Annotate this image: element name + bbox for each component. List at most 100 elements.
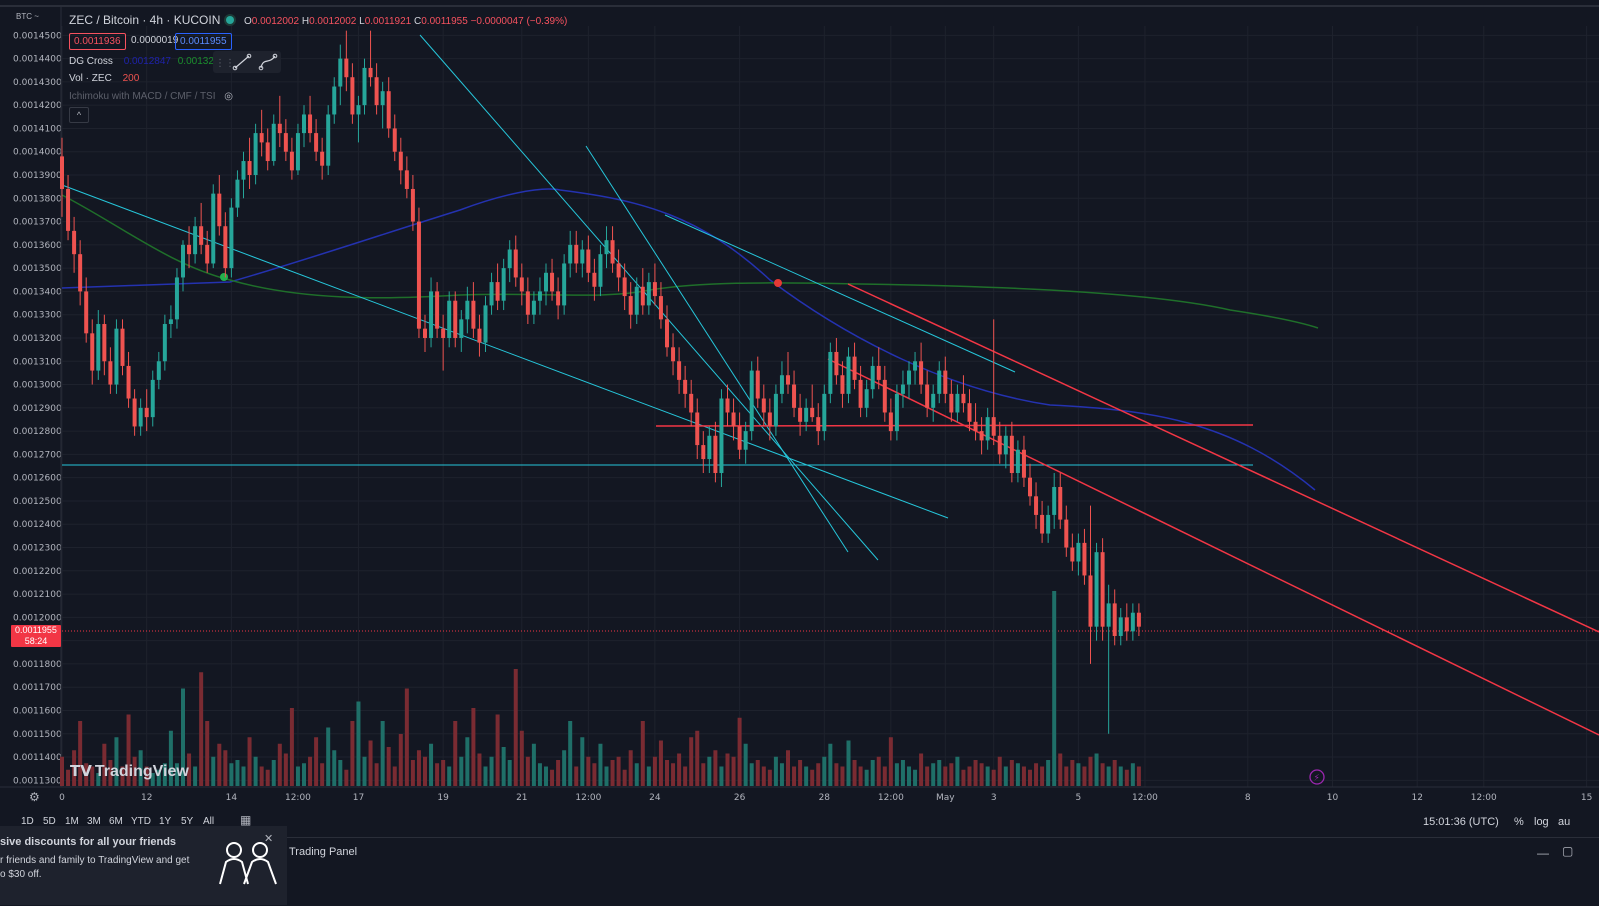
candle-body <box>767 412 772 427</box>
trendline-1[interactable] <box>61 184 949 519</box>
volume-bar <box>876 756 881 786</box>
candle-body <box>731 412 736 427</box>
candle-body <box>852 356 857 380</box>
volume-bar <box>483 766 488 786</box>
log-scale-toggle[interactable]: log <box>1534 816 1549 828</box>
volume-bar <box>937 760 942 786</box>
minimize-panel-icon[interactable]: — <box>1537 846 1549 860</box>
time-tick-label: 8 <box>1245 793 1251 803</box>
price-tick-label: 0.0012500 <box>13 497 62 507</box>
candle-body <box>150 379 155 418</box>
sell-price-button[interactable]: 0.0011936 <box>69 33 126 50</box>
curve-tool-icon[interactable] <box>258 53 278 71</box>
trendline-3[interactable] <box>585 145 849 553</box>
price-tick-label: 0.0011700 <box>13 683 62 693</box>
volume-bar <box>435 763 440 786</box>
volume-bar <box>786 750 790 786</box>
percent-scale-toggle[interactable]: % <box>1514 816 1524 828</box>
candle-body <box>973 421 978 432</box>
lightning-icon[interactable] <box>1309 769 1325 785</box>
auto-scale-toggle[interactable]: au <box>1558 816 1571 828</box>
ichimoku-indicator[interactable]: Ichimoku with MACD / CMF / TSI ◎ <box>69 91 234 102</box>
utc-clock[interactable]: 15:01:36 (UTC) <box>1423 816 1499 828</box>
symbol-title[interactable]: ZEC / Bitcoin · 4h · KUCOIN <box>69 13 221 27</box>
trading-panel-tab[interactable]: Trading Panel <box>289 846 358 858</box>
volume-bar <box>556 760 561 786</box>
collapse-legend-button[interactable]: ^ <box>69 107 89 123</box>
candle-body <box>66 188 71 231</box>
trendline-tool-icon[interactable] <box>232 53 252 71</box>
close-promo-icon[interactable]: ✕ <box>264 833 274 845</box>
timeframe-button[interactable]: 5D <box>43 816 56 827</box>
timeframe-button[interactable]: 6M <box>109 816 123 827</box>
volume-bar <box>677 753 682 786</box>
candle-body <box>447 300 452 338</box>
hidden-eye-icon[interactable]: ◎ <box>224 91 234 102</box>
candle-body <box>1076 542 1081 562</box>
tradingview-logo-icon: 𝗧𝗩 <box>70 763 92 780</box>
volume-bar <box>350 721 355 786</box>
volume-bar <box>586 756 591 786</box>
settings-gear-icon[interactable]: ⚙ <box>29 790 40 804</box>
candle-body <box>72 230 77 255</box>
volume-bar <box>1064 766 1069 786</box>
currency-label[interactable]: BTC ~ <box>16 12 39 21</box>
timeframe-button[interactable]: 1M <box>65 816 79 827</box>
volume-bar <box>1058 753 1063 786</box>
candle-body <box>913 361 918 371</box>
candle-body <box>465 300 470 320</box>
buy-price-button[interactable]: 0.0011955 <box>175 33 232 50</box>
candle-body <box>138 407 143 427</box>
candle-body <box>580 249 585 264</box>
timeframe-button[interactable]: YTD <box>131 816 151 827</box>
timeframe-button[interactable]: 5Y <box>181 816 194 827</box>
candle-body <box>144 407 149 418</box>
channel-lower-line[interactable] <box>827 358 1599 736</box>
timeframe-button[interactable]: 3M <box>87 816 101 827</box>
candle-body <box>126 365 131 399</box>
candle-body <box>423 328 427 338</box>
channel-upper-line[interactable] <box>847 283 1599 633</box>
candle-body <box>646 282 651 306</box>
candle-body <box>610 240 615 264</box>
promo-popup[interactable] <box>0 826 287 905</box>
price-tick-label: 0.0013300 <box>13 311 62 321</box>
volume-indicator[interactable]: Vol · ZEC 200 <box>69 73 140 84</box>
volume-bar <box>259 766 264 786</box>
price-tick-label: 0.0012000 <box>13 613 62 623</box>
volume-bar <box>144 766 149 786</box>
time-tick-label: 24 <box>649 793 661 803</box>
dg-cross-indicator[interactable]: DG Cross 0.0012847 0.0013231 <box>69 56 226 67</box>
candle-body <box>882 379 887 413</box>
price-tick-label: 0.0014100 <box>13 124 62 134</box>
candle-body <box>1034 496 1039 515</box>
volume-bar <box>295 766 300 786</box>
maximize-panel-icon[interactable]: ▢ <box>1562 844 1574 858</box>
volume-bar <box>501 747 506 786</box>
volume-bar <box>332 750 337 786</box>
price-tick-label: 0.0013000 <box>13 381 62 391</box>
time-tick-label: 12:00 <box>1132 793 1158 803</box>
trendline-4[interactable] <box>664 214 1016 373</box>
volume-bar <box>162 763 167 786</box>
timeframe-button[interactable]: All <box>203 816 215 827</box>
volume-bar <box>217 743 222 786</box>
price-tick-label: 0.0013200 <box>13 334 62 344</box>
volume-bar <box>477 753 482 786</box>
candle-body <box>211 193 216 264</box>
ohlc-values: O0.0012002 H0.0012002 L0.0011921 C0.0011… <box>244 16 568 27</box>
candle-body <box>1003 435 1008 455</box>
volume-bar <box>882 766 887 786</box>
drawing-toolbar[interactable]: ⋮⋮ <box>213 51 281 73</box>
candle-body <box>398 151 403 171</box>
price-tick-label: 0.0013600 <box>13 241 62 251</box>
timeframe-button[interactable]: 1D <box>21 816 34 827</box>
candle-body <box>1112 603 1117 636</box>
price-tick-label: 0.0014500 <box>13 31 62 41</box>
volume-bar <box>150 773 155 786</box>
volume-bar <box>919 753 924 786</box>
calendar-icon[interactable]: ▦ <box>240 813 252 827</box>
timeframe-button[interactable]: 1Y <box>159 816 172 827</box>
candle-body <box>223 226 228 269</box>
